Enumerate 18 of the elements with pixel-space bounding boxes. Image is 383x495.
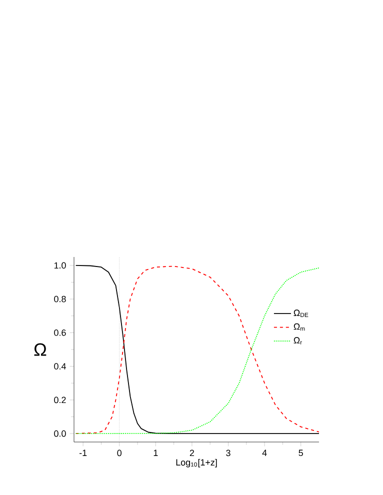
x-axis-title: Log$_{10}$[1+z] bbox=[176, 458, 217, 468]
x-tick-label: 1 bbox=[154, 450, 158, 456]
legend-label: Ω$_{r}$ bbox=[294, 337, 302, 344]
x-tick-label: 4 bbox=[262, 450, 267, 456]
y-axis-title: Ω bbox=[34, 343, 46, 356]
x-tick-label: 5 bbox=[298, 450, 303, 456]
x-tick-label: -1 bbox=[79, 450, 87, 456]
y-tick-label: 0.4 bbox=[54, 363, 66, 370]
y-tick-label: 0.8 bbox=[54, 296, 66, 302]
x-tick-label: 2 bbox=[190, 450, 194, 456]
legend-label: Ω$_{m}$ bbox=[294, 323, 305, 331]
y-tick-label: 0.6 bbox=[54, 330, 66, 336]
y-tick-label: 0.0 bbox=[54, 430, 66, 437]
x-tick-label: 0 bbox=[117, 450, 122, 456]
y-tick-label: 1.0 bbox=[54, 262, 66, 269]
y-tick-label: 0.2 bbox=[54, 396, 66, 404]
x-tick-label: 3 bbox=[226, 450, 230, 456]
legend-label: Ω$_{DE}$ bbox=[294, 310, 308, 317]
